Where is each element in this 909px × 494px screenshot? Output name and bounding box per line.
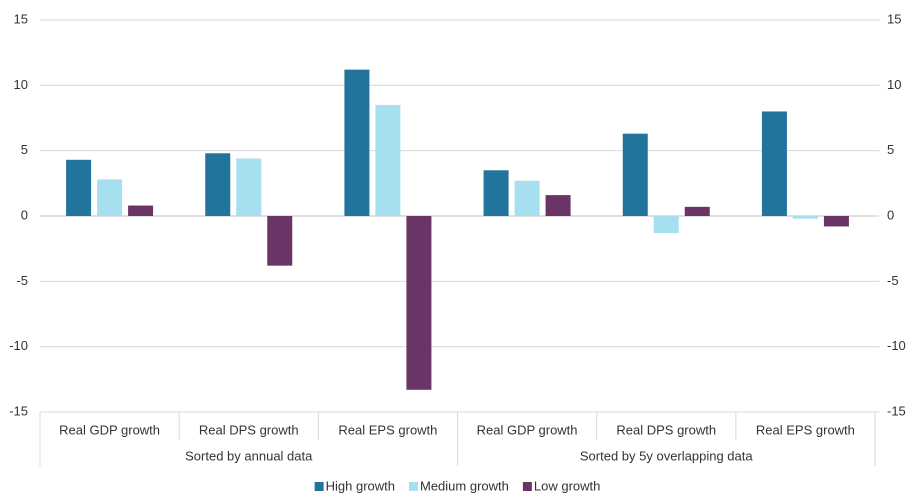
x-tick-label: Real GDP growth: [59, 422, 160, 437]
bar: [684, 206, 710, 216]
bar: [761, 111, 787, 216]
bar: [128, 205, 154, 216]
legend-swatch: [409, 482, 419, 491]
y-tick-label: 5: [21, 142, 28, 157]
legend-label: Low growth: [534, 478, 600, 493]
bar: [97, 179, 123, 216]
x-tick-label: Real EPS growth: [756, 422, 855, 437]
y2-tick-label: 10: [887, 77, 901, 92]
bar: [267, 216, 293, 266]
bar: [792, 216, 818, 219]
y-tick-label: 0: [21, 207, 28, 222]
bar: [653, 216, 679, 233]
bar: [205, 153, 231, 216]
bar: [823, 216, 849, 227]
y2-tick-label: -5: [887, 273, 899, 288]
y-tick-label: 10: [14, 77, 28, 92]
bar: [375, 104, 401, 216]
bar: [344, 69, 370, 216]
y2-tick-label: 5: [887, 142, 894, 157]
legend-swatch: [314, 482, 324, 491]
bar: [483, 170, 509, 216]
bar: [514, 180, 540, 216]
group-label: Sorted by annual data: [185, 448, 313, 463]
legend-label: High growth: [326, 478, 395, 493]
y2-tick-label: 0: [887, 207, 894, 222]
bar: [545, 195, 571, 216]
x-tick-label: Real GDP growth: [477, 422, 578, 437]
y-tick-label: -10: [9, 338, 28, 353]
bar: [236, 158, 262, 216]
bar: [406, 216, 432, 390]
y-tick-label: -5: [16, 273, 28, 288]
y2-tick-label: -10: [887, 338, 906, 353]
group-label: Sorted by 5y overlapping data: [580, 448, 753, 463]
bar: [622, 133, 648, 216]
y-tick-label: 15: [14, 11, 28, 26]
bar: [66, 159, 92, 216]
legend-swatch: [522, 482, 532, 491]
y2-tick-label: -15: [887, 403, 906, 418]
y-tick-label: -15: [9, 403, 28, 418]
y2-tick-label: 15: [887, 11, 901, 26]
x-tick-label: Real DPS growth: [616, 422, 716, 437]
x-tick-label: Real EPS growth: [338, 422, 437, 437]
x-tick-label: Real DPS growth: [199, 422, 299, 437]
legend-label: Medium growth: [420, 478, 509, 493]
